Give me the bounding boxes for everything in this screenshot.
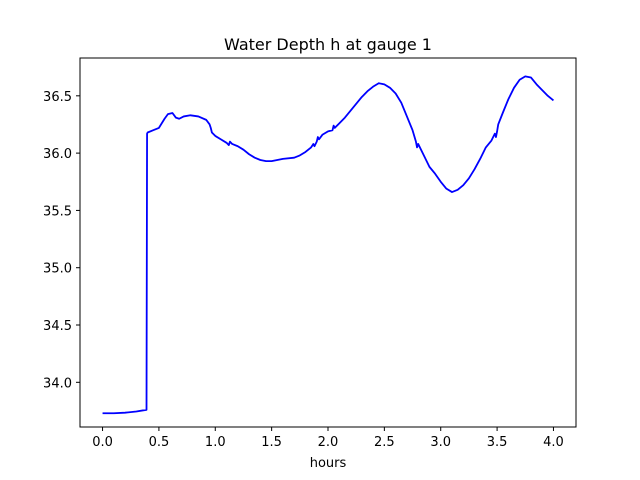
y-tick-label: 35.5 <box>43 204 72 219</box>
x-tick-label: 1.5 <box>261 435 282 450</box>
x-tick-label: 2.0 <box>318 435 339 450</box>
x-tick-label: 0.0 <box>92 435 113 450</box>
x-tick-label: 1.0 <box>205 435 226 450</box>
y-axis: 34.0 34.5 35.0 35.5 36.0 36.5 <box>43 90 80 391</box>
x-tick-label: 3.5 <box>487 435 508 450</box>
y-tick-label: 34.0 <box>43 376 72 391</box>
chart-title: Water Depth h at gauge 1 <box>224 35 432 54</box>
x-axis-label: hours <box>310 456 347 471</box>
x-tick-label: 2.5 <box>374 435 395 450</box>
x-tick-label: 3.0 <box>430 435 451 450</box>
series-line-water-depth <box>102 75 555 415</box>
y-tick-label: 36.5 <box>43 90 72 105</box>
x-axis: 0.0 0.5 1.0 1.5 2.0 2.5 3.0 3.5 4.0 <box>92 427 564 450</box>
x-tick-label: 4.0 <box>543 435 564 450</box>
y-tick-label: 36.0 <box>43 147 72 162</box>
y-tick-label: 35.0 <box>43 262 72 277</box>
x-tick-label: 0.5 <box>149 435 170 450</box>
y-tick-label: 34.5 <box>43 319 72 334</box>
